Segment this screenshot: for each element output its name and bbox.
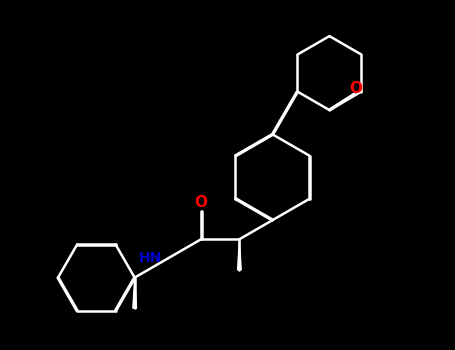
Polygon shape: [133, 278, 136, 308]
Text: O: O: [349, 81, 362, 96]
Text: O: O: [195, 195, 207, 210]
Polygon shape: [238, 239, 241, 270]
Text: HN: HN: [139, 251, 162, 265]
